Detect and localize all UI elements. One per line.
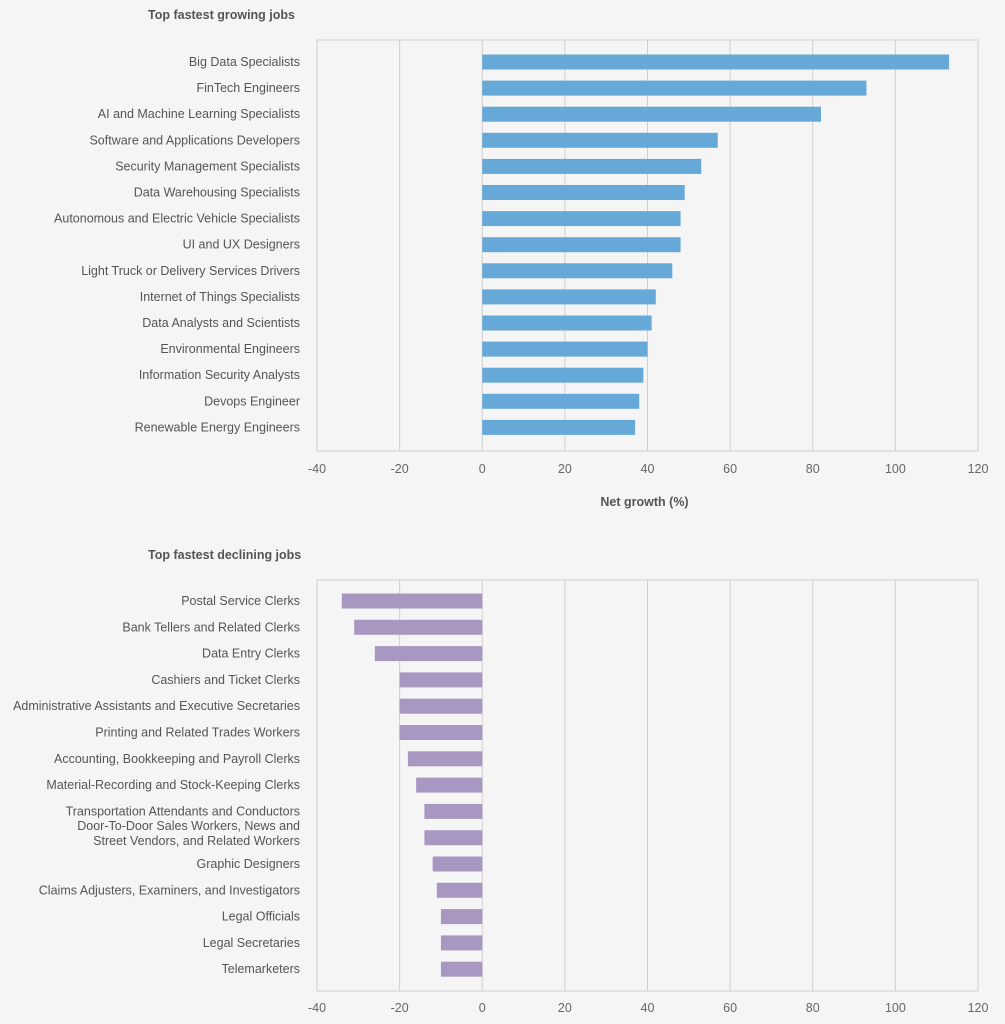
bar	[482, 158, 702, 174]
x-tick-label: -20	[391, 1001, 409, 1015]
x-tick-label: 100	[885, 462, 906, 476]
bar	[399, 725, 483, 740]
category-label: Cashiers and Ticket Clerks	[151, 673, 300, 687]
x-tick-label: 100	[885, 1001, 906, 1015]
category-label: Administrative Assistants and Executive …	[13, 699, 300, 713]
x-tick-label: 60	[723, 462, 737, 476]
bar	[440, 935, 483, 951]
bar	[482, 393, 640, 409]
category-label: Graphic Designers	[196, 857, 300, 871]
category-label: UI and UX Designers	[183, 238, 300, 252]
x-tick-label: 120	[968, 1001, 989, 1015]
bar	[436, 882, 483, 898]
category-label: Renewable Energy Engineers	[135, 420, 300, 434]
bar	[440, 961, 483, 977]
x-tick-label: -40	[308, 1001, 326, 1015]
bar	[399, 672, 483, 688]
category-label: Autonomous and Electric Vehicle Speciali…	[54, 212, 300, 226]
bar	[440, 909, 483, 925]
category-label: Software and Applications Developers	[89, 133, 300, 147]
category-label: Transportation Attendants and Conductors	[66, 804, 300, 818]
bar	[482, 341, 648, 357]
bar	[482, 289, 656, 305]
category-label: Data Warehousing Specialists	[134, 186, 300, 200]
category-label: FinTech Engineers	[196, 81, 300, 95]
x-tick-label: 20	[558, 1001, 572, 1015]
bar	[482, 315, 652, 331]
category-label: Environmental Engineers	[160, 342, 300, 356]
category-label: Postal Service Clerks	[181, 594, 300, 608]
x-tick-label: 20	[558, 462, 572, 476]
category-label: AI and Machine Learning Specialists	[98, 107, 300, 121]
bar	[482, 237, 681, 253]
x-tick-label: 120	[968, 462, 989, 476]
category-label: Big Data Specialists	[189, 55, 300, 69]
chart-title: Top fastest declining jobs	[148, 548, 301, 562]
category-label: Legal Officials	[222, 910, 300, 924]
x-tick-label: 60	[723, 1001, 737, 1015]
category-label: Printing and Related Trades Workers	[95, 726, 300, 740]
x-tick-label: 0	[479, 462, 486, 476]
x-tick-label: 0	[479, 1001, 486, 1015]
category-label: Devops Engineer	[204, 394, 300, 408]
bar	[482, 80, 867, 96]
x-tick-label: 40	[641, 1001, 655, 1015]
bar	[432, 856, 483, 872]
bar	[416, 777, 483, 793]
category-label: Data Entry Clerks	[202, 647, 300, 661]
bar	[399, 698, 483, 714]
bar	[341, 593, 483, 609]
category-label: Data Analysts and Scientists	[142, 316, 300, 330]
chart-title: Top fastest growing jobs	[148, 8, 295, 22]
category-label: Legal Secretaries	[203, 936, 300, 950]
x-axis-title: Net growth (%)	[600, 495, 688, 509]
x-tick-label: 80	[806, 462, 820, 476]
bar	[482, 132, 718, 148]
category-label: Door-To-Door Sales Workers, News and Stre…	[77, 819, 300, 848]
bar	[374, 646, 483, 662]
bar	[424, 830, 483, 846]
bar	[482, 367, 644, 383]
category-label: Internet of Things Specialists	[140, 290, 300, 304]
bar	[424, 803, 483, 819]
bar	[482, 419, 636, 435]
category-label: Security Management Specialists	[115, 159, 300, 173]
bar	[482, 211, 681, 227]
category-label: Information Security Analysts	[139, 368, 300, 382]
bar	[354, 619, 483, 635]
growing-jobs-chart: Top fastest growing jobs -40 -20 0 20 40 60 80 1…	[54, 8, 988, 509]
category-label: Material-Recording and Stock-Keeping Cle…	[46, 778, 300, 792]
category-label: Telemarketers	[222, 962, 301, 976]
category-label: Accounting, Bookkeeping and Payroll Cler…	[54, 752, 300, 766]
x-tick-label: 40	[641, 462, 655, 476]
category-label: Light Truck or Delivery Services Drivers	[81, 264, 300, 278]
bar	[482, 263, 673, 279]
category-label: Claims Adjusters, Examiners, and Investi…	[39, 883, 300, 897]
x-tick-label: 80	[806, 1001, 820, 1015]
x-tick-label: -40	[308, 462, 326, 476]
declining-jobs-chart: Top fastest declining jobs -40 -20 0 20 40 60 8…	[13, 548, 988, 1015]
bar	[482, 106, 822, 122]
bar	[482, 185, 685, 200]
x-tick-label: -20	[391, 462, 409, 476]
category-label: Bank Tellers and Related Clerks	[122, 620, 300, 634]
bar	[482, 54, 950, 70]
bar	[407, 751, 483, 767]
